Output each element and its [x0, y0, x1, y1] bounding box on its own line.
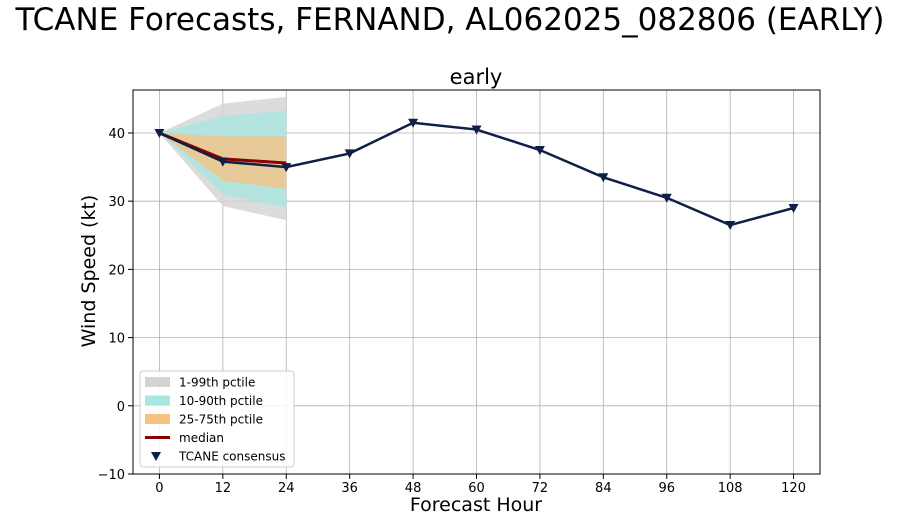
x-tick-label: 96 [658, 481, 675, 496]
chart-suptitle: TCANE Forecasts, FERNAND, AL062025_08280… [15, 2, 885, 38]
x-axis-label: Forecast Hour [410, 494, 542, 516]
legend-label: 25-75th pctile [179, 413, 263, 427]
legend-swatch [145, 414, 170, 424]
x-tick-label: 36 [341, 481, 358, 496]
consensus-point [408, 118, 419, 128]
y-axis-label: Wind Speed (kt) [78, 195, 100, 348]
x-tick-label: 120 [781, 481, 806, 496]
consensus-point [217, 157, 228, 167]
consensus-point [281, 163, 292, 173]
y-tick-label: −10 [98, 468, 125, 483]
legend: 1-99th pctile 10-90th pctile 25-75th pctil… [139, 370, 295, 468]
plot-area: 0 12 24 36 48 60 72 84 96 108 120 −10 0 10 20 30 40 [98, 89, 821, 496]
x-tick-label: 60 [468, 481, 485, 496]
legend-label: 10-90th pctile [179, 394, 263, 408]
consensus-point [725, 221, 736, 231]
legend-swatch [151, 452, 161, 461]
y-tick-label: 20 [108, 263, 125, 278]
legend-swatch [145, 377, 170, 387]
consensus-point [344, 149, 355, 159]
x-tick-label: 72 [532, 481, 549, 496]
consensus-point [534, 146, 545, 156]
consensus-point [471, 125, 482, 135]
consensus-point [154, 128, 165, 138]
legend-box [139, 370, 295, 468]
consensus-point [661, 193, 672, 203]
legend-swatch [145, 395, 170, 406]
x-tick-label: 0 [155, 481, 163, 496]
x-tick-label: 84 [595, 481, 612, 496]
y-tick-label: 0 [117, 400, 125, 415]
chart-title: early [450, 65, 503, 89]
x-tick-label: 48 [405, 481, 422, 496]
consensus-point [788, 203, 799, 213]
x-tick-label: 108 [718, 481, 743, 496]
consensus-point [598, 173, 609, 183]
legend-label: TCANE consensus [178, 450, 285, 464]
legend-label: median [179, 431, 224, 445]
y-tick-label: 40 [108, 127, 125, 142]
legend-label: 1-99th pctile [179, 376, 255, 390]
x-tick-label: 24 [278, 481, 295, 496]
y-tick-label: 30 [108, 195, 125, 210]
x-tick-label: 12 [215, 481, 232, 496]
y-tick-label: 10 [108, 332, 125, 347]
